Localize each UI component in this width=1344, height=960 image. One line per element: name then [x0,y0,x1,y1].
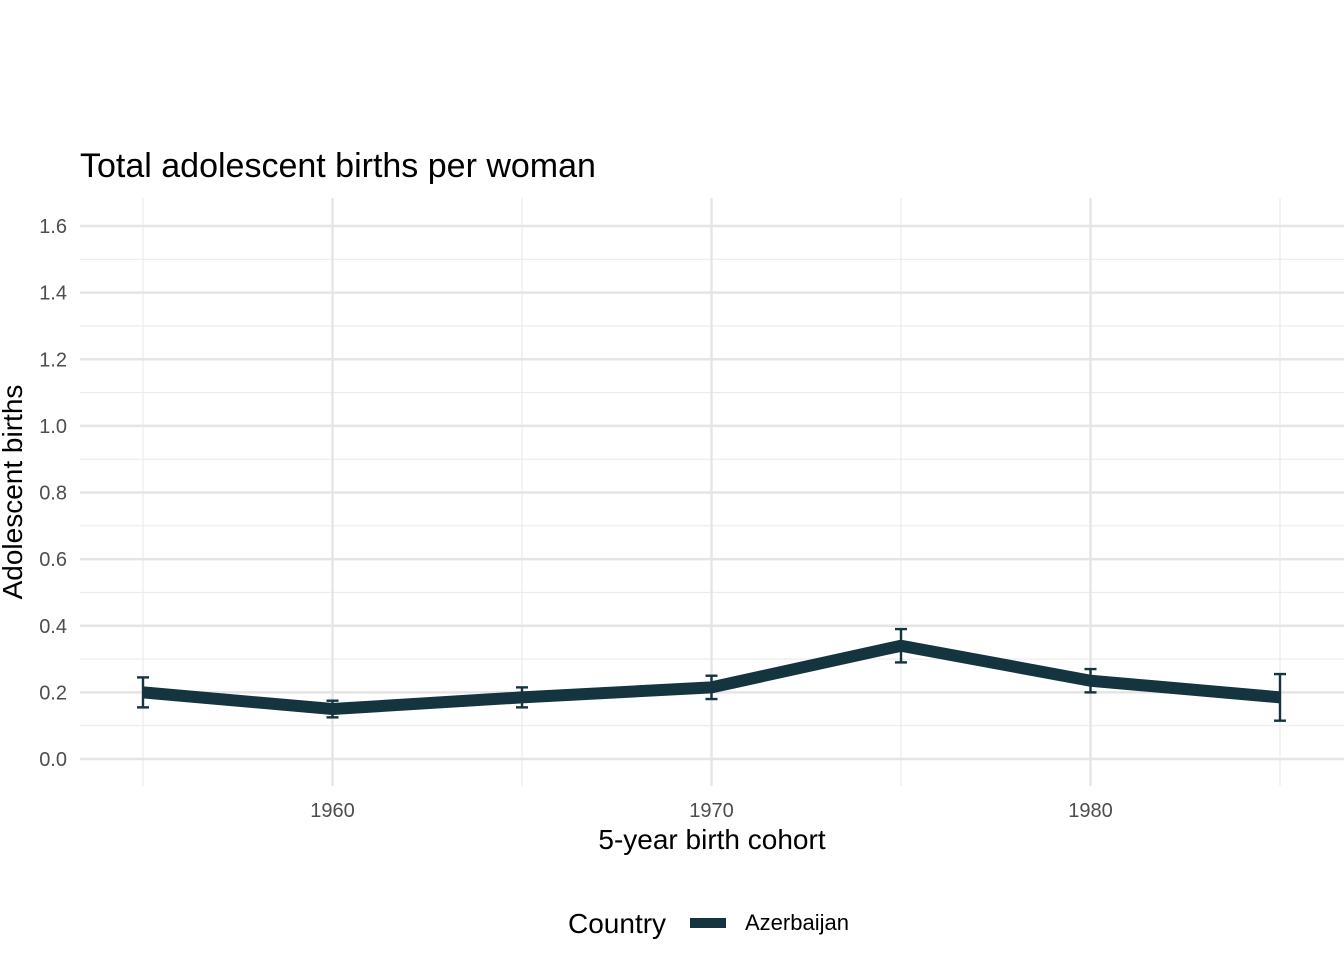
legend: Country Azerbaijan [568,908,849,939]
y-tick-label: 0.0 [39,749,67,771]
y-tick-labels: 0.0 0.2 0.4 0.6 0.8 1.0 1.2 1.4 1.6 [39,216,67,771]
series-lines [142,639,1281,716]
y-tick-label: 0.4 [39,616,67,638]
legend-label-azerbaijan: Azerbaijan [745,910,849,935]
y-tick-label: 0.6 [39,549,67,571]
y-tick-label: 1.4 [39,283,67,305]
chart-title: Total adolescent births per woman [80,147,596,185]
x-tick-labels: 1960 1970 1980 [310,800,1113,822]
y-tick-label: 1.0 [39,416,67,438]
y-tick-label: 0.2 [39,682,67,704]
x-tick-label: 1970 [689,800,734,822]
x-axis-title: 5-year birth cohort [598,824,825,855]
legend-key-azerbaijan [690,918,726,928]
y-tick-label: 1.2 [39,349,67,371]
x-tick-label: 1980 [1068,800,1113,822]
y-axis-title: Adolescent births [0,385,28,600]
series-line-azerbaijan [142,639,1281,716]
y-tick-label: 0.8 [39,483,67,505]
x-tick-label: 1960 [310,800,355,822]
y-tick-label: 1.6 [39,216,67,238]
legend-title: Country [568,908,666,939]
